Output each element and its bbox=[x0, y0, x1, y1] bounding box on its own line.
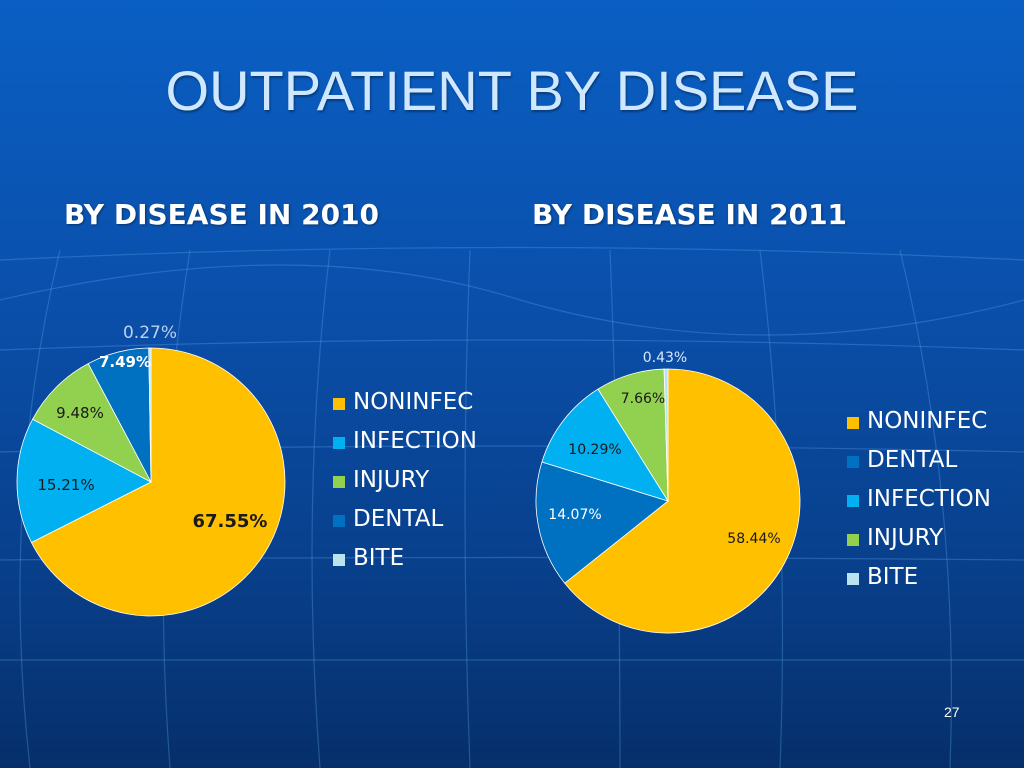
pie-slice-2011-noninfec bbox=[564, 368, 801, 634]
legend-swatch-2010-bite bbox=[333, 554, 345, 566]
legend-swatch-2010-injury bbox=[333, 476, 345, 488]
legend-label-2011-injury: INJURY bbox=[867, 525, 944, 551]
data-label-2010-bite: 0.27% bbox=[123, 323, 177, 343]
pie-slice-2011-bite bbox=[663, 368, 669, 502]
chart-title-2011: BY DISEASE IN 2011 bbox=[532, 198, 848, 231]
pie-slice-2010-infection bbox=[16, 418, 152, 543]
chart-title-2010: BY DISEASE IN 2010 bbox=[64, 198, 380, 231]
data-label-2010-injury: 9.48% bbox=[56, 404, 104, 422]
legend-label-2010-dental: DENTAL bbox=[353, 506, 444, 532]
data-label-2011-infection: 10.29% bbox=[568, 442, 621, 458]
pie-slice-2010-bite bbox=[148, 347, 152, 483]
pie-slice-2010-noninfec bbox=[30, 347, 286, 617]
slide-title: OUTPATIENT BY DISEASE bbox=[165, 59, 859, 122]
legend-swatch-2011-infection bbox=[847, 495, 859, 507]
legend-swatch-2011-noninfec bbox=[847, 417, 859, 429]
legend-swatch-2010-noninfec bbox=[333, 398, 345, 410]
data-label-2011-noninfec: 58.44% bbox=[727, 531, 780, 547]
pie-slice-2011-infection bbox=[541, 388, 669, 502]
pie-slice-2011-dental bbox=[535, 461, 669, 584]
data-label-2011-bite: 0.43% bbox=[643, 350, 687, 366]
legend-swatch-2011-injury bbox=[847, 534, 859, 546]
legend-label-2010-noninfec: NONINFEC bbox=[353, 389, 474, 415]
page-number: 27 bbox=[944, 704, 960, 720]
legend-swatch-2010-dental bbox=[333, 515, 345, 527]
legend-label-2010-infection: INFECTION bbox=[353, 428, 477, 454]
legend-label-2011-infection: INFECTION bbox=[867, 486, 991, 512]
legend-label-2010-bite: BITE bbox=[353, 545, 405, 571]
legend-swatch-2010-infection bbox=[333, 437, 345, 449]
legend-swatch-2011-dental bbox=[847, 456, 859, 468]
data-label-2010-infection: 15.21% bbox=[37, 476, 94, 494]
legend-label-2010-injury: INJURY bbox=[353, 467, 430, 493]
data-label-2010-dental: 7.49% bbox=[99, 353, 151, 371]
data-label-2011-dental: 14.07% bbox=[548, 507, 601, 523]
legend-label-2011-dental: DENTAL bbox=[867, 447, 958, 473]
data-label-2010-noninfec: 67.55% bbox=[193, 511, 268, 532]
data-label-2011-injury: 7.66% bbox=[621, 391, 665, 407]
legend-swatch-2011-bite bbox=[847, 573, 859, 585]
legend-label-2011-noninfec: NONINFEC bbox=[867, 408, 988, 434]
pie-slice-2010-injury bbox=[32, 363, 152, 483]
legend-label-2011-bite: BITE bbox=[867, 564, 919, 590]
